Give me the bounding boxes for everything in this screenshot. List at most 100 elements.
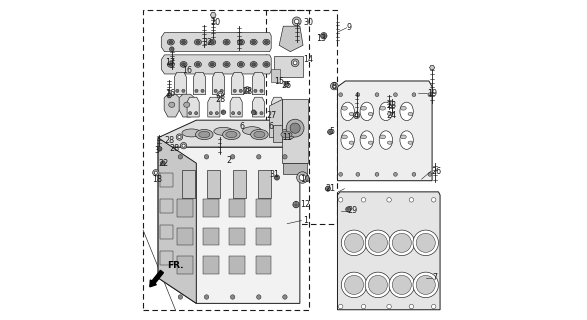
Text: 4: 4 <box>354 111 359 120</box>
Ellipse shape <box>237 61 244 67</box>
Circle shape <box>345 233 363 252</box>
Circle shape <box>292 17 301 26</box>
Circle shape <box>273 112 276 115</box>
Circle shape <box>387 197 392 202</box>
Ellipse shape <box>250 39 257 45</box>
Text: 14: 14 <box>303 55 313 64</box>
Circle shape <box>254 112 257 115</box>
Text: 31: 31 <box>269 170 279 179</box>
Polygon shape <box>284 163 307 174</box>
Circle shape <box>239 89 242 92</box>
Circle shape <box>412 172 416 176</box>
Ellipse shape <box>181 63 185 66</box>
Circle shape <box>231 295 235 299</box>
Ellipse shape <box>361 106 366 110</box>
Text: 19: 19 <box>427 89 437 98</box>
Bar <box>230 199 245 217</box>
Circle shape <box>431 197 436 202</box>
Bar <box>177 228 193 245</box>
Ellipse shape <box>251 129 268 140</box>
Circle shape <box>291 59 299 67</box>
Bar <box>255 228 271 245</box>
Circle shape <box>178 295 183 299</box>
Circle shape <box>369 275 387 294</box>
Circle shape <box>392 275 411 294</box>
Ellipse shape <box>252 63 255 66</box>
Ellipse shape <box>194 39 201 45</box>
FancyArrow shape <box>150 270 163 287</box>
Circle shape <box>392 233 411 252</box>
Bar <box>160 225 173 239</box>
Polygon shape <box>338 192 440 310</box>
Circle shape <box>339 197 343 202</box>
Polygon shape <box>252 72 265 95</box>
Ellipse shape <box>380 135 386 139</box>
Ellipse shape <box>361 135 366 139</box>
Ellipse shape <box>180 39 187 45</box>
Bar <box>230 256 245 274</box>
Polygon shape <box>252 97 265 117</box>
Text: 5: 5 <box>330 127 335 136</box>
Polygon shape <box>179 94 194 117</box>
Polygon shape <box>338 81 432 181</box>
Ellipse shape <box>239 41 243 44</box>
Text: 6: 6 <box>239 122 244 131</box>
Circle shape <box>195 89 198 92</box>
Polygon shape <box>208 97 220 117</box>
Bar <box>207 170 220 198</box>
Ellipse shape <box>349 141 354 144</box>
Circle shape <box>215 112 218 115</box>
Circle shape <box>299 174 306 181</box>
Polygon shape <box>274 56 303 77</box>
Text: 32: 32 <box>202 38 212 47</box>
Circle shape <box>345 275 363 294</box>
Polygon shape <box>164 94 180 117</box>
Circle shape <box>375 172 379 176</box>
Bar <box>160 251 173 266</box>
Ellipse shape <box>408 112 413 116</box>
Circle shape <box>231 155 235 159</box>
Ellipse shape <box>196 41 200 44</box>
Circle shape <box>362 197 366 202</box>
Ellipse shape <box>360 102 373 121</box>
Ellipse shape <box>250 61 257 67</box>
Circle shape <box>260 112 263 115</box>
Ellipse shape <box>349 112 354 116</box>
Ellipse shape <box>278 129 295 140</box>
Text: 7: 7 <box>432 273 437 282</box>
Ellipse shape <box>281 131 292 138</box>
Circle shape <box>295 19 299 24</box>
Text: 23: 23 <box>386 101 397 110</box>
Circle shape <box>176 89 179 92</box>
Circle shape <box>339 93 343 97</box>
Ellipse shape <box>379 102 393 121</box>
Polygon shape <box>269 100 282 138</box>
Ellipse shape <box>252 41 255 44</box>
Ellipse shape <box>239 63 243 66</box>
Circle shape <box>194 112 198 115</box>
Polygon shape <box>279 26 303 52</box>
Text: 30: 30 <box>303 18 313 27</box>
Circle shape <box>393 172 397 176</box>
Circle shape <box>218 93 222 96</box>
Text: 17: 17 <box>166 58 176 67</box>
Circle shape <box>389 272 414 298</box>
Circle shape <box>413 230 438 256</box>
Ellipse shape <box>181 41 185 44</box>
Circle shape <box>387 304 392 309</box>
Bar <box>143 10 309 310</box>
Circle shape <box>154 171 157 174</box>
Ellipse shape <box>400 131 413 149</box>
Circle shape <box>178 155 183 159</box>
Text: 16: 16 <box>166 89 176 98</box>
Polygon shape <box>158 138 196 303</box>
Circle shape <box>244 87 251 93</box>
Ellipse shape <box>168 102 175 107</box>
Text: 28: 28 <box>164 136 174 145</box>
Circle shape <box>153 170 159 176</box>
Text: 24: 24 <box>386 111 397 120</box>
Text: 20: 20 <box>211 18 221 27</box>
Circle shape <box>231 112 235 115</box>
Text: 2: 2 <box>227 156 232 164</box>
Polygon shape <box>187 97 199 117</box>
